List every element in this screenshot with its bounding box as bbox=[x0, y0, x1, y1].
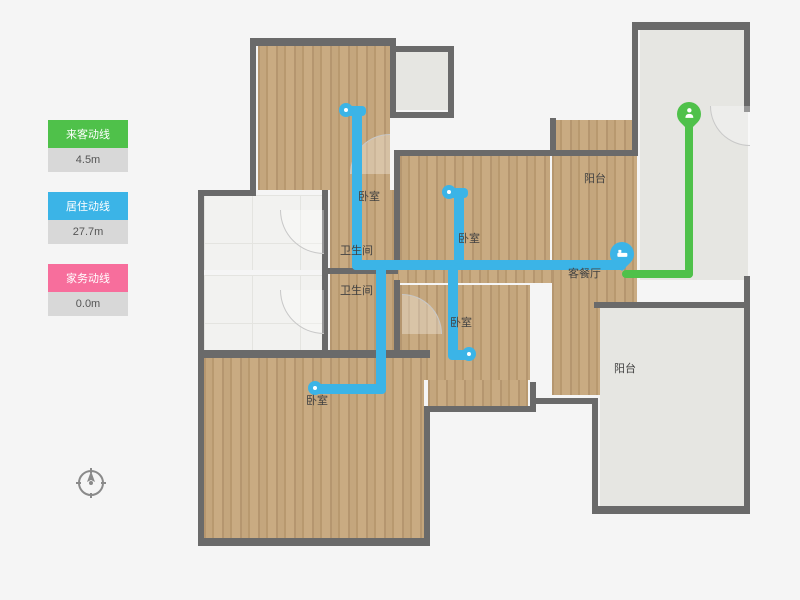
wall-segment bbox=[198, 190, 204, 545]
room-label-bedroom-nw: 卧室 bbox=[358, 188, 380, 204]
wall-segment bbox=[424, 406, 430, 542]
room-label-bedroom-sw: 卧室 bbox=[306, 392, 328, 408]
legend-value-chore: 0.0m bbox=[48, 292, 128, 316]
room-balcony-n bbox=[640, 30, 748, 280]
wall-segment bbox=[530, 382, 536, 410]
wall-segment bbox=[594, 302, 750, 308]
wall-segment bbox=[530, 398, 596, 404]
legend-item-guest: 来客动线 4.5m bbox=[48, 120, 128, 172]
room-corridor-2 bbox=[428, 380, 528, 408]
wall-segment bbox=[198, 190, 256, 196]
compass-icon bbox=[76, 468, 106, 503]
room-label-bedroom-se: 卧室 bbox=[450, 314, 472, 330]
wall-segment bbox=[744, 276, 750, 512]
wall-segment bbox=[448, 46, 454, 118]
wall-segment bbox=[550, 150, 638, 156]
wall-segment bbox=[394, 150, 554, 156]
wall-segment bbox=[198, 538, 430, 546]
wall-segment bbox=[394, 280, 400, 354]
room-label-bathroom-2: 卫生间 bbox=[340, 282, 373, 298]
wall-segment bbox=[632, 22, 638, 154]
wall-segment bbox=[394, 46, 452, 52]
room-label-living: 客餐厅 bbox=[568, 265, 601, 281]
wall-segment bbox=[250, 38, 256, 193]
room-label-bathroom-1: 卫生间 bbox=[340, 242, 373, 258]
wall-segment bbox=[250, 38, 396, 46]
room-entry-nook bbox=[394, 50, 450, 110]
wall-segment bbox=[424, 406, 536, 412]
legend-value-guest: 4.5m bbox=[48, 148, 128, 172]
floorplan-diagram: 卧室卫生间卫生间卧室卧室卧室客餐厅阳台阳台 bbox=[190, 10, 750, 570]
room-label-balcony-n: 阳台 bbox=[584, 170, 606, 186]
wall-segment bbox=[632, 22, 750, 30]
flow-endpoint-dot bbox=[442, 185, 456, 199]
legend-panel: 来客动线 4.5m 居住动线 27.7m 家务动线 0.0m bbox=[48, 120, 128, 336]
room-label-balcony-s: 阳台 bbox=[614, 360, 636, 376]
pin-resident-end bbox=[610, 242, 634, 272]
legend-item-chore: 家务动线 0.0m bbox=[48, 264, 128, 316]
flow-segment bbox=[448, 265, 458, 359]
legend-label-resident: 居住动线 bbox=[48, 192, 128, 220]
legend-value-resident: 27.7m bbox=[48, 220, 128, 244]
legend-label-guest: 来客动线 bbox=[48, 120, 128, 148]
wall-segment bbox=[592, 506, 750, 514]
flow-endpoint-dot bbox=[462, 347, 476, 361]
wall-segment bbox=[592, 398, 598, 510]
flow-segment bbox=[454, 192, 464, 264]
flow-segment bbox=[376, 265, 386, 393]
legend-label-chore: 家务动线 bbox=[48, 264, 128, 292]
wall-segment bbox=[390, 112, 454, 118]
pin-guest-start bbox=[677, 102, 701, 132]
legend-item-resident: 居住动线 27.7m bbox=[48, 192, 128, 244]
room-label-bedroom-mid: 卧室 bbox=[458, 230, 480, 246]
room-balcony-s bbox=[600, 308, 748, 508]
wall-segment bbox=[394, 150, 400, 262]
wall-segment bbox=[744, 22, 750, 112]
flow-segment bbox=[685, 118, 693, 278]
flow-endpoint-dot bbox=[339, 103, 353, 117]
